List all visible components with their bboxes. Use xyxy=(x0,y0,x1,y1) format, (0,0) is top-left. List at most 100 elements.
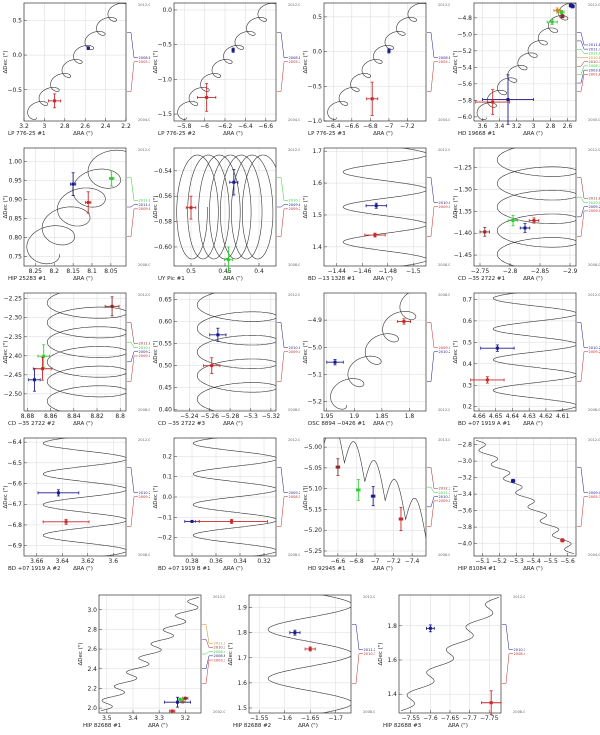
x-tick-label: 3.4 xyxy=(495,123,505,130)
grid xyxy=(24,293,126,411)
panel-title: CD −35 2722 #3 xyxy=(158,421,206,427)
x-tick-label: 2.4 xyxy=(101,123,111,130)
grid xyxy=(99,595,201,713)
data-point-2011.8 xyxy=(479,227,490,237)
x-tick-label: 8.1 xyxy=(87,268,97,275)
panel-hip-25283-1: 8.25 8.2 8.15 8.1 8.05 0.75 0.80 0.85 0.90 0.95 1.… xyxy=(0,145,150,290)
x-axis-label: ΔRA (") xyxy=(223,566,243,572)
plot-frame xyxy=(23,147,127,267)
x-tick-label: −5.3 xyxy=(509,558,524,565)
x-tick-label: 8.88 xyxy=(21,413,35,420)
x-axis-label: ΔRA (") xyxy=(373,131,393,137)
epoch-legend-label: 2009.2 xyxy=(589,205,600,209)
y-axis-label: ΔDec (") xyxy=(153,486,159,509)
y-tick-label: 1.9 xyxy=(237,605,247,612)
panel-hip-82688-1: 3.5 3.4 3.3 3.2 2.0 2.2 2.4 2.6 2.8 3.0 ΔDec (") ΔR… xyxy=(75,580,225,735)
panel-bd-07-1919-a-2: 3.66 3.64 3.62 3.6 −6.9 −6.8 −6.7 −6.6 −6.5 −6.4 Δ… xyxy=(0,435,150,580)
epoch-top: 2012.0 xyxy=(438,3,450,7)
epoch-top: 2012.0 xyxy=(213,595,225,599)
x-tick-label: −1.7 xyxy=(328,715,343,722)
epoch-legend-label: 2010.7 xyxy=(589,60,600,64)
data-point-2008.7G xyxy=(546,19,558,25)
x-tick-label: −5.6 xyxy=(560,558,575,565)
epoch-bottom: 2008.0 xyxy=(363,710,375,714)
x-tick-label: 2.6 xyxy=(80,123,90,130)
grid xyxy=(23,3,127,121)
x-tick-label: −6.4 xyxy=(326,123,341,130)
epoch-legend-label: 2008.8 xyxy=(139,56,151,60)
panel-bd-07-1919-b-1: 0.38 0.36 0.34 0.32 −0.2 −0.1 0.0 0.1 0.2 ΔDec ("… xyxy=(150,435,300,580)
x-tick-label: 4.61 xyxy=(556,413,570,420)
epoch-top: 2012.0 xyxy=(138,438,150,442)
epoch-top: 2012.0 xyxy=(513,595,525,599)
x-tick-label: 0.32 xyxy=(257,558,271,565)
x-axis-label: ΔRA (") xyxy=(298,723,318,729)
y-tick-label: −2.8 xyxy=(457,442,472,449)
x-tick-label: 3.66 xyxy=(30,558,44,565)
panel-cd-35-2722-2: 8.88 8.86 8.84 8.82 8.8 −2.50 −2.45 −2.40 −2.35 −… xyxy=(0,290,150,435)
data-point-2010.8K xyxy=(553,7,562,14)
epoch-legend-label: 2008.5(G) xyxy=(289,495,301,499)
data-point-2011.0 xyxy=(70,172,77,196)
y-tick-label: −0.1 xyxy=(157,514,172,521)
epoch-legend-label: 2011.8 xyxy=(589,197,600,201)
x-tick-label: −5.4 xyxy=(526,558,541,565)
y-axis-label: ΔDec (") xyxy=(453,51,459,74)
x-tick-label: 3.2 xyxy=(181,715,191,722)
grid xyxy=(174,148,276,266)
epoch-legend-label: 2011.2(K) xyxy=(364,648,376,652)
x-tick-label: −6.8 xyxy=(363,123,378,130)
panel-title: LP 776-25 #1 xyxy=(8,131,45,137)
y-tick-label: −3.0 xyxy=(457,458,472,465)
data-point-2011.2 xyxy=(356,479,361,501)
grid xyxy=(474,3,576,121)
grid xyxy=(174,293,276,411)
epoch-legend-label: 2011.2 xyxy=(439,491,451,495)
x-tick-label: −6.4 xyxy=(238,123,253,130)
epoch-bottom: 2008.0 xyxy=(138,408,150,412)
x-tick-label: 0.45 xyxy=(218,268,232,275)
x-tick-label: −2.9 xyxy=(563,268,578,275)
y-tick-label: 1.5 xyxy=(237,705,247,712)
plot-frame xyxy=(23,292,127,412)
x-tick-label: 8.15 xyxy=(66,268,80,275)
epoch-legend-label: 2008.8 xyxy=(439,56,451,60)
x-tick-label: −7.7 xyxy=(462,715,477,722)
x-tick-label: 3.4 xyxy=(128,715,138,722)
y-tick-label: 0.85 xyxy=(9,215,23,222)
x-axis-label: ΔRA (") xyxy=(523,566,543,572)
plot-frame xyxy=(323,2,427,122)
parallax-track xyxy=(492,293,576,411)
data-point-2008.5G xyxy=(195,518,268,524)
epoch-legend-label: 2011.7 xyxy=(589,47,600,51)
data-point-2005.7G xyxy=(366,81,379,116)
grid xyxy=(174,438,276,556)
y-axis-label: ΔDec (") xyxy=(303,196,309,219)
epoch-bottom: 2008.0 xyxy=(138,263,150,267)
panel-title: BD +07 1919 B #1 xyxy=(158,566,211,572)
y-tick-label: 0.90 xyxy=(9,196,23,203)
epoch-legend-label: 2010.2 xyxy=(439,350,451,354)
y-tick-label: −5.1 xyxy=(307,371,322,378)
y-tick-label: 1.5 xyxy=(312,212,322,219)
y-tick-label: −0.5 xyxy=(7,87,22,94)
plot-frame xyxy=(173,292,277,412)
y-tick-label: 0.5 xyxy=(12,17,22,24)
data-point-2011.2K xyxy=(289,629,301,636)
y-tick-label: −2.25 xyxy=(4,296,23,303)
y-tick-label: −1.0 xyxy=(157,76,172,83)
x-tick-label: 1.85 xyxy=(375,413,389,420)
epoch-legend-label: 2009.0 xyxy=(139,354,151,358)
panel-uy-pic-1: 0.5 0.45 0.4 −0.60 −0.58 −0.56 −0.54 ΔDec (") ΔR… xyxy=(150,145,300,290)
epoch-bottom: 2004.0 xyxy=(138,118,150,122)
epoch-legend-label: 2001.8(G) xyxy=(589,73,600,77)
data-point-2011.7 xyxy=(570,4,575,9)
data-point-2010.2 xyxy=(326,359,344,366)
x-axis-label: ΔRA (") xyxy=(73,566,93,572)
panel-cd-35-2722-3: −5.24 −5.26 −5.28 −5.3 −5.32 0.40 0.45 0.50 0.55… xyxy=(150,290,300,435)
epoch-legend-label: 2008.7(G) xyxy=(589,64,600,68)
x-tick-label: −6.6 xyxy=(259,123,274,130)
y-tick-label: −0.60 xyxy=(154,244,173,251)
x-tick-label: −2.75 xyxy=(471,268,490,275)
plot-frame xyxy=(473,292,577,412)
